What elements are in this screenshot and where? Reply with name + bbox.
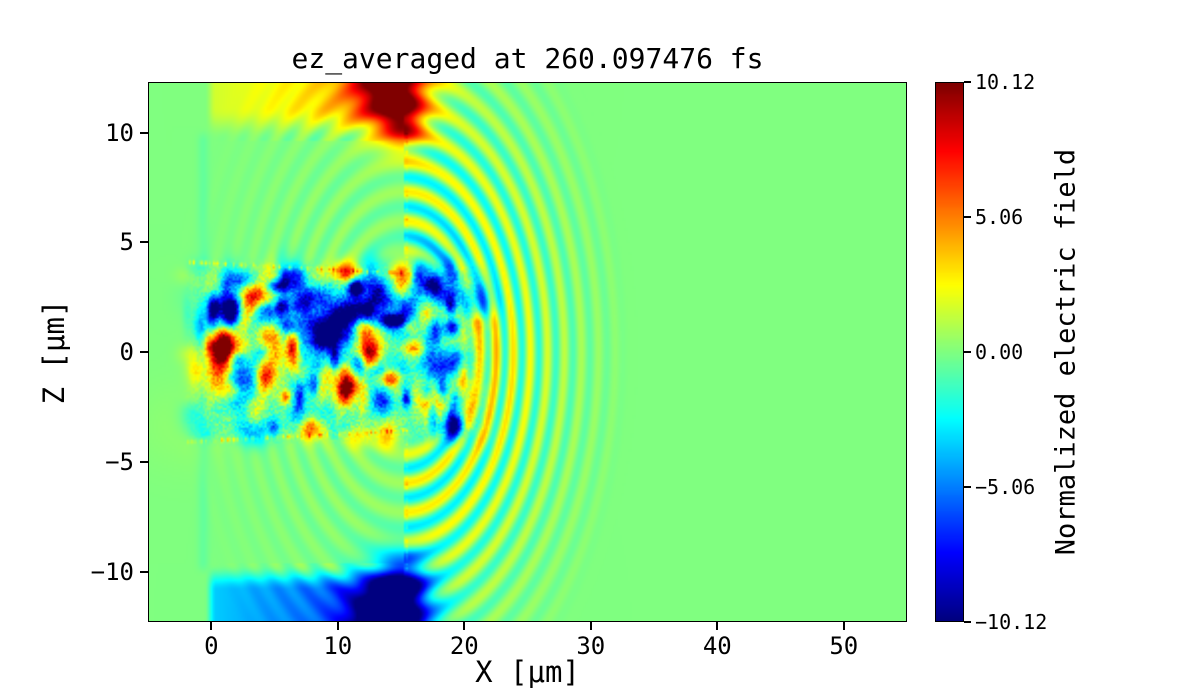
y-tick-label: 10 <box>105 118 134 147</box>
x-tick-label: 30 <box>576 632 606 660</box>
colorbar-gradient-canvas <box>936 83 963 621</box>
x-tick-label: 50 <box>829 632 859 660</box>
x-tick-mark <box>210 622 213 630</box>
x-axis-label: X [μm] <box>475 655 580 689</box>
plot-area <box>148 82 907 622</box>
colorbar-tick-mark <box>964 216 971 218</box>
colorbar-label: Normalized electric field <box>1050 148 1082 556</box>
y-tick-label: 0 <box>119 338 134 366</box>
colorbar-tick-mark <box>964 486 971 488</box>
x-tick-mark <box>716 622 719 630</box>
colorbar-tick-mark <box>964 351 971 353</box>
colorbar-tick-label: −5.06 <box>975 475 1036 499</box>
plot-title: ez_averaged at 260.097476 fs <box>291 42 764 75</box>
x-tick-label: 10 <box>323 632 353 660</box>
y-tick-label: −5 <box>105 447 134 476</box>
x-tick-label: 20 <box>449 632 479 660</box>
y-tick-mark <box>140 241 148 244</box>
colorbar-tick-mark <box>964 621 971 623</box>
colorbar-tick-label: 5.06 <box>975 205 1024 229</box>
colorbar-tick-label: −10.12 <box>975 610 1048 634</box>
y-tick-mark <box>140 460 148 463</box>
y-tick-label: 5 <box>119 228 134 257</box>
heatmap-canvas <box>149 83 906 621</box>
x-tick-mark <box>842 622 845 630</box>
colorbar-tick-label: 0.00 <box>975 340 1024 364</box>
x-tick-label: 0 <box>204 632 219 660</box>
y-tick-mark <box>140 351 148 353</box>
x-tick-label: 40 <box>702 632 732 660</box>
x-tick-mark <box>463 622 466 630</box>
y-tick-mark <box>140 131 148 134</box>
y-tick-mark <box>140 570 148 573</box>
colorbar-tick-label: 10.12 <box>975 70 1036 94</box>
y-tick-label: −10 <box>90 557 134 586</box>
colorbar-tick-mark <box>964 81 971 83</box>
colorbar <box>935 82 964 622</box>
x-tick-mark <box>336 622 339 630</box>
x-tick-mark <box>589 622 592 630</box>
